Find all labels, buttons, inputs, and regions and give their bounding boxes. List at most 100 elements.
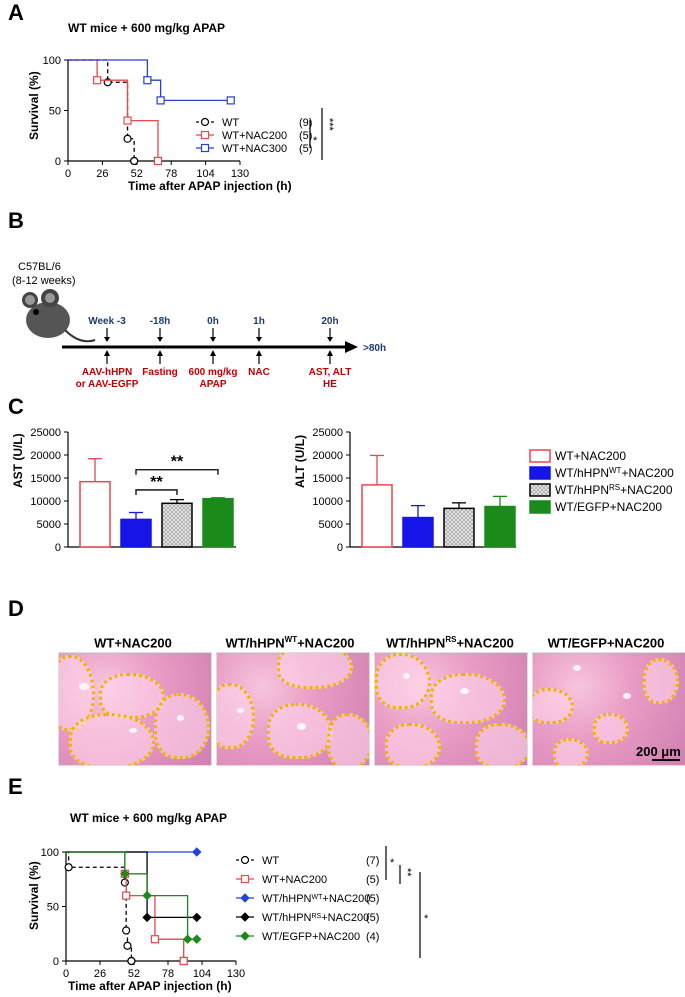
ast-sig-0: ** (150, 474, 163, 491)
panel-e-series-line-0 (66, 851, 133, 961)
timepoint-label-0: Week -3 (88, 316, 126, 327)
panel-a-legend-n-0: (9) (299, 117, 312, 129)
timepoint-arrowhead-up-3 (256, 350, 262, 356)
panel-e-xtick-label: 78 (162, 968, 174, 980)
panel-b-timeline: C57BL/6 (8-12 weeks) >80h Week -3 AAV-hHP… (12, 261, 386, 390)
timepoint-label-3: 1h (253, 316, 265, 327)
panel-c-alt-chart: ALT (U/L) 0 5000 10000 15000 20000 25000 (293, 427, 516, 554)
panel-a-survival-chart: WT mice + 600 mg/kg APAP Time after APAP… (27, 21, 335, 193)
panel-label-e: E (8, 774, 23, 799)
panel-a-title: WT mice + 600 mg/kg APAP (68, 21, 225, 35)
panel-label-c: C (8, 394, 24, 419)
panel-a-series-point-0 (130, 156, 139, 166)
panel-a-series-point-2 (156, 96, 165, 105)
panel-a-ytick-label: 50 (49, 106, 61, 118)
panel-e-legend-marker-2 (240, 893, 250, 903)
panel-e-legend-label-4: WT/EGFP+NAC200 (262, 931, 360, 943)
alt-bar-0 (361, 484, 393, 548)
ast-sig-bracket-1 (135, 469, 219, 475)
panel-e-ytick-label: 0 (53, 956, 59, 968)
ast-bar-1 (120, 518, 152, 548)
histology-image-wt-nac200 (58, 652, 212, 766)
ast-bar-0 (79, 480, 111, 548)
timepoint-arrowhead-down-0 (104, 337, 110, 342)
panel-a-legend-label-2: WT+NAC300 (222, 143, 287, 155)
panel-e-series-point-1 (179, 956, 188, 966)
timepoint-arrowhead-down-1 (157, 337, 163, 342)
panel-a-legend-marker-1 (200, 130, 210, 140)
panel-a-series-line-0 (68, 59, 135, 161)
panel-e-xtick-label: 52 (128, 968, 140, 980)
panel-a-legend-n-1: (5) (299, 130, 312, 142)
panel-e-series-line-3 (66, 851, 197, 919)
timepoint-event2-0: or AAV-EGFP (76, 379, 139, 390)
legend-c-label-1: WT/hHPNWT+NAC200 (555, 466, 674, 481)
timepoint-label-1: -18h (150, 316, 171, 327)
panel-a-legend-label-0: WT (222, 117, 239, 129)
panel-e-xlabel: Time after APAP injection (h) (68, 979, 232, 993)
panel-a-series-point-0 (123, 134, 132, 143)
panel-e-legend-label-3: WT/hHPNRS+NAC200 (262, 912, 369, 924)
ast-ylabel: AST (U/L) (11, 433, 25, 488)
panel-a-xtick-label: 78 (165, 168, 177, 180)
mouse-icon (22, 289, 96, 343)
alt-ytick-label: 5000 (319, 519, 343, 531)
panel-a-series-point-1 (93, 76, 102, 85)
panel-a-ylabel: Survival (%) (27, 71, 41, 140)
panel-e-legend-n-3: (5) (366, 912, 379, 924)
alt-bar-2 (443, 507, 475, 548)
panel-e-series-point-0 (123, 941, 132, 950)
panel-e-ylabel: Survival (%) (27, 861, 41, 930)
panel-a-legend-marker-0 (200, 117, 210, 127)
alt-bar-1 (402, 516, 434, 548)
legend-c-label-0: WT+NAC200 (555, 449, 626, 463)
panel-e-series-point-2 (192, 847, 202, 857)
timepoint-event-4: AST, ALT (309, 367, 352, 378)
histo-label-2: WT/hHPNWT+NAC200 (225, 635, 355, 651)
ast-ytick-label: 25000 (30, 427, 61, 439)
panel-e-series-point-1 (122, 891, 131, 900)
histo-label-3: WT/hHPNRS+NAC200 (386, 635, 514, 651)
ast-bar-3 (202, 497, 234, 548)
panel-e-series-point-0 (120, 878, 129, 887)
histology-image-egfp (532, 652, 685, 766)
panel-e-series-point-3 (192, 912, 202, 923)
panel-e-series-point-0 (127, 956, 136, 966)
alt-ytick-label: 15000 (312, 473, 343, 485)
panel-e-legend-marker-0 (240, 855, 250, 865)
panel-e-legend-label-2: WT/hHPNWT+NAC200 (262, 893, 370, 905)
ast-sig-1: ** (171, 454, 184, 471)
timepoint-event-2: 600 mg/kg (189, 367, 238, 378)
panel-e-ytick-label: 100 (41, 847, 59, 859)
mouse-age-label: (8-12 weeks) (12, 275, 76, 287)
legend-c-swatch-2 (529, 483, 551, 497)
panel-a-series-point-1 (123, 116, 132, 125)
panel-a-sig-1: * (313, 135, 318, 147)
panel-a-series-point-2 (226, 96, 235, 105)
panel-e-legend-n-0: (7) (366, 855, 379, 867)
panel-e-legend-marker-4 (240, 931, 250, 941)
alt-ytick-label: 10000 (312, 496, 343, 508)
panel-a-legend-n-2: (5) (299, 143, 312, 155)
histo-label-1: WT+NAC200 (94, 635, 172, 651)
timepoint-arrowhead-down-3 (256, 337, 262, 342)
panel-a-series-point-1 (153, 156, 163, 166)
panel-e-series-point-1 (150, 935, 160, 944)
panel-a-series-line-1 (68, 59, 159, 161)
ast-ytick-label: 20000 (30, 450, 61, 462)
panel-label-d: D (8, 596, 24, 621)
panel-e-xtick-label: 104 (193, 968, 211, 980)
panel-c-legend: WT+NAC200 WT/hHPNWT+NAC200 WT/hHPNRS+NAC20… (529, 449, 674, 514)
legend-c-label-3: WT/EGFP+NAC200 (555, 500, 662, 514)
timepoint-label-2: 0h (207, 316, 219, 327)
panel-e-xtick-label: 0 (63, 968, 69, 980)
legend-c-swatch-1 (529, 466, 551, 480)
alt-bar-3 (484, 505, 516, 548)
timepoint-arrowhead-down-4 (327, 337, 333, 342)
legend-c-label-2: WT/hHPNRS+NAC200 (555, 483, 673, 498)
panel-e-xtick-label: 26 (94, 968, 106, 980)
panel-e-series-point-3 (142, 912, 152, 923)
timepoint-arrowhead-down-2 (210, 337, 216, 342)
timepoint-arrowhead-up-1 (157, 350, 163, 356)
